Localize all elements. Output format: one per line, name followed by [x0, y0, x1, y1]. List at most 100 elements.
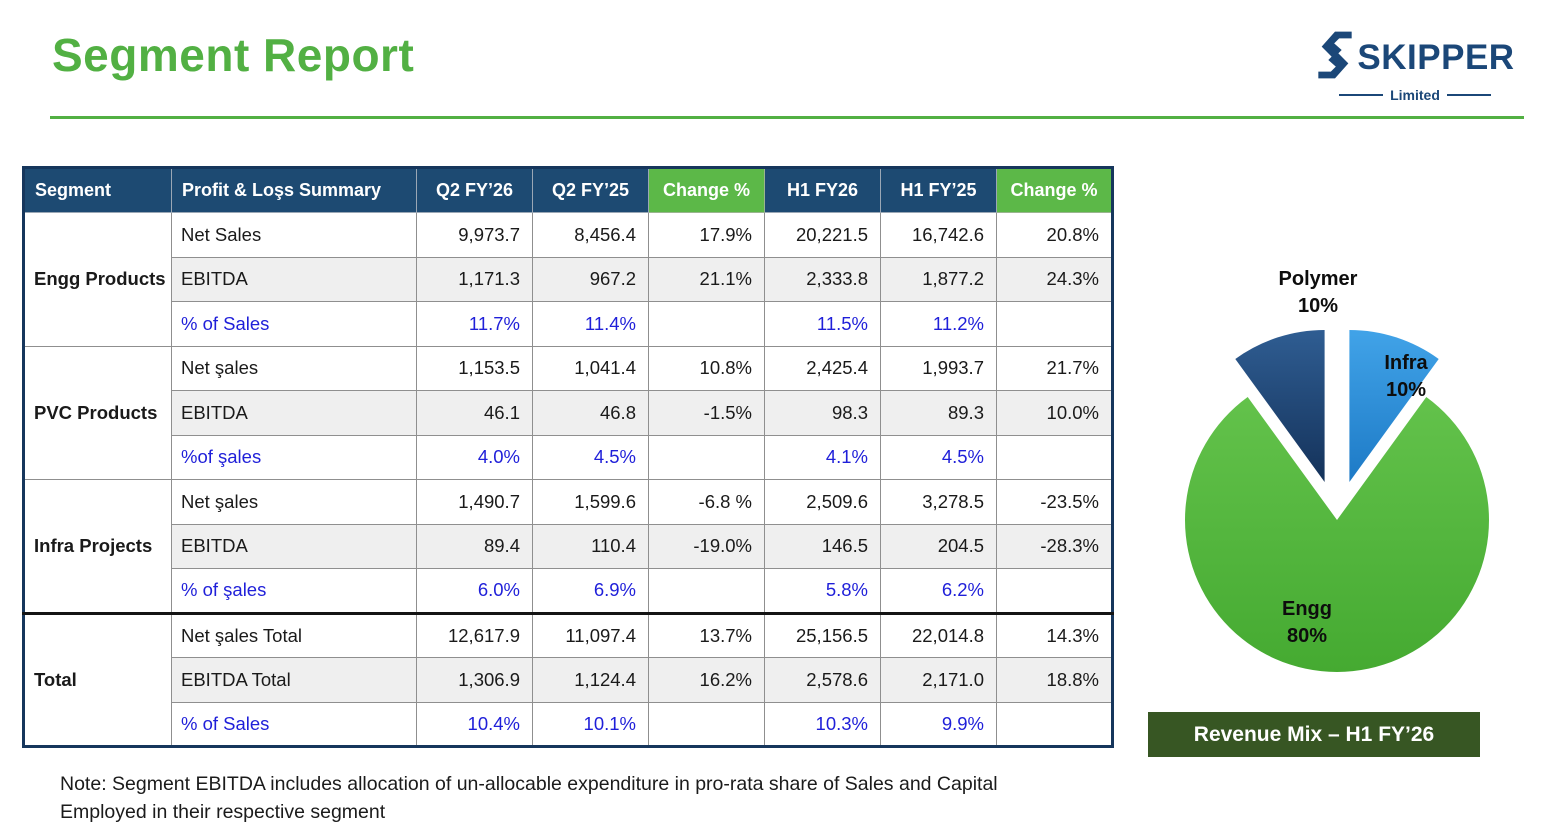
row-label: EBITDA	[171, 523, 417, 569]
cell-value: 16,742.6	[880, 212, 997, 258]
pie-label-engg-name: Engg	[1282, 598, 1332, 620]
cell-value	[996, 568, 1113, 614]
cell-value: 1,490.7	[416, 479, 533, 525]
cell-value: 2,578.6	[764, 657, 881, 703]
cell-value: 20.8%	[996, 212, 1113, 258]
cell-value: 3,278.5	[880, 479, 997, 525]
cell-value: 1,306.9	[416, 657, 533, 703]
cell-value: -6.8 %	[648, 479, 765, 525]
skipper-logo-mark-icon	[1315, 30, 1355, 85]
cell-value: 46.1	[416, 390, 533, 436]
cell-value	[648, 301, 765, 347]
cell-value: 110.4	[532, 523, 649, 569]
segment-table: Segment Profit & Loşs Summary Q2 FY’26 Q…	[22, 166, 1114, 748]
logo-rule-left	[1339, 94, 1384, 96]
segment-table-body: Engg Products Net Sales 9,973.7 8,456.4 17.9…	[23, 212, 1113, 747]
cell-value: 21.1%	[648, 256, 765, 302]
table-row: EBITDA Total 1,306.9 1,124.4 16.2% 2,578.6 2,…	[24, 657, 1113, 703]
row-label: EBITDA	[171, 390, 417, 436]
cell-value: 11,097.4	[532, 611, 649, 658]
table-row: Infra Projects Net şales 1,490.7 1,599.6 -6.…	[23, 479, 1113, 614]
pie-label-infra: Infra 10%	[1341, 350, 1471, 404]
pie-label-infra-pct: 10%	[1385, 379, 1427, 401]
col-header-q2-fy25: Q2 FY’25	[532, 167, 649, 213]
title-underline	[50, 116, 1524, 119]
cell-value: 16.2%	[648, 657, 765, 703]
table-row: % of şales 6.0% 6.9% 5.8% 6.2%	[24, 568, 1113, 614]
cell-value: 4.0%	[416, 434, 533, 480]
cell-value: 9,973.7	[416, 212, 533, 258]
segment-name: Infra Projects	[23, 479, 172, 614]
cell-value: -19.0%	[648, 523, 765, 569]
cell-value	[996, 434, 1113, 480]
skipper-logo: SKIPPER Limited	[1318, 30, 1514, 103]
pie-slice-engg	[1185, 397, 1489, 673]
cell-value: 18.8%	[996, 657, 1113, 703]
table-row: %of şales 4.0% 4.5% 4.1% 4.5%	[24, 434, 1113, 480]
cell-value: 46.8	[532, 390, 649, 436]
pie-label-engg: Engg 80%	[1242, 596, 1372, 650]
table-row: EBITDA 46.1 46.8 -1.5% 98.3 89.3 10.0%	[24, 390, 1113, 436]
cell-value: 6.0%	[416, 568, 533, 614]
revenue-mix-banner: Revenue Mix – H1 FY’26	[1148, 712, 1480, 757]
col-header-pnl-summary: Profit & Loşs Summary	[171, 167, 417, 213]
row-label: % of şales	[171, 568, 417, 614]
table-row: PVC Products Net şales 1,153.5 1,041.4 10.8%…	[23, 345, 1113, 480]
col-header-h1-fy25: H1 FY’25	[880, 167, 997, 213]
segment-name: Engg Products	[23, 212, 172, 347]
cell-value: 9.9%	[880, 701, 997, 747]
cell-value: 20,221.5	[764, 212, 881, 258]
cell-value: 24.3%	[996, 256, 1113, 302]
cell-value: 10.1%	[532, 701, 649, 747]
row-label: Net Sales	[171, 212, 417, 258]
cell-value: 10.8%	[648, 345, 765, 391]
table-row: Total Net şales Total 12,617.9 11,097.4 13.7…	[23, 611, 1113, 747]
pie-label-infra-name: Infra	[1384, 352, 1428, 374]
cell-value: 10.4%	[416, 701, 533, 747]
row-label: % of Sales	[171, 701, 417, 747]
cell-value	[648, 701, 765, 747]
cell-value: 10.3%	[764, 701, 881, 747]
table-row: % of Sales 10.4% 10.1% 10.3% 9.9%	[24, 701, 1113, 747]
row-label: % of Sales	[171, 301, 417, 347]
cell-value: 1,599.6	[532, 479, 649, 525]
cell-value	[648, 434, 765, 480]
row-label: Net şales	[171, 345, 417, 391]
cell-value: 1,124.4	[532, 657, 649, 703]
cell-value	[648, 568, 765, 614]
cell-value: 4.5%	[880, 434, 997, 480]
cell-value: 4.5%	[532, 434, 649, 480]
cell-value: 11.5%	[764, 301, 881, 347]
cell-value: 89.3	[880, 390, 997, 436]
segment-name: Total	[23, 611, 172, 747]
cell-value	[996, 301, 1113, 347]
col-header-change-h1: Change %	[996, 167, 1113, 213]
pie-label-polymer: Polymer 10%	[1253, 266, 1383, 320]
cell-value: -28.3%	[996, 523, 1113, 569]
col-header-q2-fy26: Q2 FY’26	[416, 167, 533, 213]
cell-value: 1,993.7	[880, 345, 997, 391]
cell-value: 2,333.8	[764, 256, 881, 302]
table-row: EBITDA 1,171.3 967.2 21.1% 2,333.8 1,877.2 24.…	[24, 256, 1113, 302]
cell-value: 5.8%	[764, 568, 881, 614]
row-label: Net şales Total	[171, 611, 417, 658]
cell-value: 17.9%	[648, 212, 765, 258]
cell-value: 1,153.5	[416, 345, 533, 391]
table-header-row: Segment Profit & Loşs Summary Q2 FY’26 Q…	[23, 167, 1113, 213]
cell-value: 4.1%	[764, 434, 881, 480]
cell-value: 10.0%	[996, 390, 1113, 436]
row-label: Net şales	[171, 479, 417, 525]
cell-value	[996, 701, 1113, 747]
pie-slice-polymer	[1235, 330, 1325, 482]
cell-value: 204.5	[880, 523, 997, 569]
cell-value: 25,156.5	[764, 611, 881, 658]
cell-value: -23.5%	[996, 479, 1113, 525]
cell-value: 2,171.0	[880, 657, 997, 703]
cell-value: 89.4	[416, 523, 533, 569]
segment-name: PVC Products	[23, 345, 172, 480]
footnote: Note: Segment EBITDA includes allocation…	[60, 773, 998, 824]
cell-value: 2,509.6	[764, 479, 881, 525]
logo-wordmark: SKIPPER	[1357, 37, 1515, 77]
cell-value: 98.3	[764, 390, 881, 436]
